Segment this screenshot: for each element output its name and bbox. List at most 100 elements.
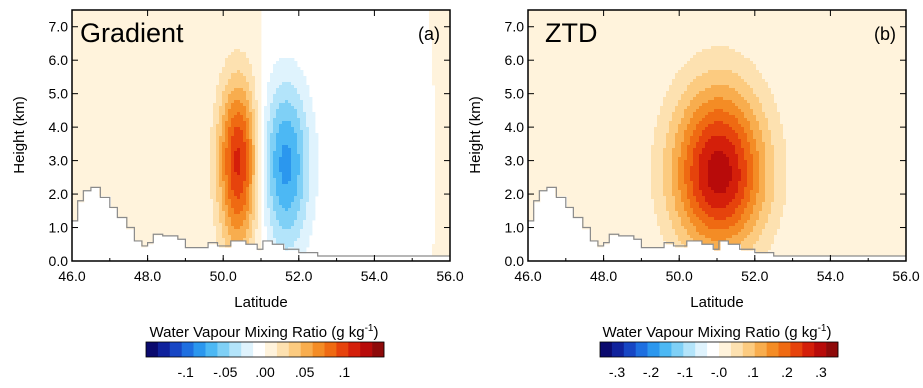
contour-cell [180, 22, 184, 26]
contour-cell [159, 100, 163, 104]
contour-cell [129, 118, 133, 122]
contour-cell [147, 181, 151, 185]
contour-cell [135, 52, 139, 56]
contour-cell [87, 13, 91, 17]
contour-cell [108, 79, 112, 83]
contour-cell [246, 91, 250, 95]
contour-cell [225, 19, 229, 23]
contour-cell [258, 142, 262, 146]
contour-cell [132, 142, 136, 146]
contour-cell [267, 100, 271, 104]
contour-cell [129, 133, 133, 137]
contour-cell [138, 73, 142, 77]
contour-cell [162, 34, 166, 38]
contour-cell [186, 55, 190, 59]
contour-cell [114, 70, 118, 74]
contour-cell [183, 67, 187, 71]
contour-cell [75, 61, 79, 65]
contour-cell [150, 205, 154, 209]
contour-cell [192, 181, 196, 185]
contour-cell [267, 154, 271, 158]
contour-cell [222, 124, 226, 128]
contour-cell [132, 40, 136, 44]
contour-cell [189, 64, 193, 68]
contour-cell [108, 34, 112, 38]
contour-cell [114, 94, 118, 98]
contour-cell [165, 133, 169, 137]
contour-cell [138, 166, 142, 170]
contour-cell [240, 103, 244, 107]
contour-cell [126, 85, 130, 89]
contour-cell [258, 148, 262, 152]
contour-cell [96, 166, 100, 170]
contour-cell [150, 202, 154, 206]
contour-cell [264, 190, 268, 194]
contour-cell [111, 136, 115, 140]
contour-cell [102, 112, 106, 116]
contour-cell [117, 10, 121, 14]
contour-cell [243, 145, 247, 149]
contour-cell [177, 166, 181, 170]
contour-cell [267, 139, 271, 143]
contour-cell [216, 19, 220, 23]
contour-cell [150, 70, 154, 74]
contour-cell [201, 199, 205, 203]
contour-cell [174, 124, 178, 128]
contour-cell [189, 58, 193, 62]
contour-cell [159, 106, 163, 110]
contour-cell [231, 193, 235, 197]
contour-cell [267, 148, 271, 152]
contour-cell [132, 193, 136, 197]
contour-cell [267, 193, 271, 197]
contour-cell [246, 31, 250, 35]
contour-cell [150, 16, 154, 20]
contour-cell [126, 145, 130, 149]
contour-cell [183, 217, 187, 221]
contour-cell [102, 28, 106, 32]
contour-cell [162, 28, 166, 32]
contour-cell [204, 160, 208, 164]
contour-cell [192, 136, 196, 140]
contour-cell [105, 58, 109, 62]
contour-cell [177, 31, 181, 35]
contour-cell [258, 157, 262, 161]
contour-cell [228, 193, 232, 197]
contour-cell [105, 91, 109, 95]
contour-cell [198, 13, 202, 17]
contour-cell [165, 46, 169, 50]
contour-cell [267, 220, 271, 224]
contour-cell [177, 193, 181, 197]
contour-cell [243, 160, 247, 164]
contour-cell [267, 142, 271, 146]
contour-cell [111, 58, 115, 62]
contour-cell [237, 25, 241, 29]
contour-cell [117, 55, 121, 59]
contour-cell [282, 124, 286, 128]
contour-cell [120, 31, 124, 35]
contour-cell [165, 157, 169, 161]
contour-cell [144, 226, 148, 230]
contour-cell [207, 184, 211, 188]
contour-cell [72, 175, 76, 179]
contour-cell [156, 118, 160, 122]
contour-cell [246, 175, 250, 179]
contour-cell [78, 31, 82, 35]
contour-cell [156, 196, 160, 200]
contour-cell [147, 109, 151, 113]
contour-cell [156, 133, 160, 137]
contour-cell [234, 196, 238, 200]
contour-cell [246, 106, 250, 110]
contour-cell [228, 235, 232, 239]
contour-cell [195, 46, 199, 50]
contour-cell [90, 178, 94, 182]
contour-cell [153, 40, 157, 44]
contour-cell [84, 100, 88, 104]
contour-cell [123, 214, 127, 218]
contour-cell [126, 121, 130, 125]
contour-cell [186, 73, 190, 77]
contour-cell [93, 82, 97, 86]
contour-cell [252, 238, 256, 242]
contour-cell [180, 214, 184, 218]
contour-cell [78, 25, 82, 29]
